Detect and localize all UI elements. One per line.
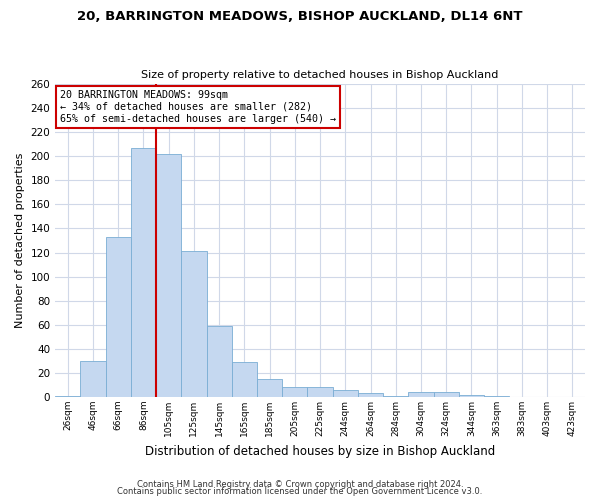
Bar xyxy=(332,390,358,397)
Bar xyxy=(383,396,409,397)
Bar xyxy=(434,392,459,397)
Text: Contains HM Land Registry data © Crown copyright and database right 2024.: Contains HM Land Registry data © Crown c… xyxy=(137,480,463,489)
Bar xyxy=(307,388,332,397)
Bar xyxy=(106,237,131,397)
Text: Contains public sector information licensed under the Open Government Licence v3: Contains public sector information licen… xyxy=(118,487,482,496)
X-axis label: Distribution of detached houses by size in Bishop Auckland: Distribution of detached houses by size … xyxy=(145,444,495,458)
Bar xyxy=(232,362,257,397)
Bar xyxy=(131,148,156,397)
Bar xyxy=(181,252,206,397)
Bar xyxy=(484,396,509,397)
Bar xyxy=(282,388,307,397)
Text: 20 BARRINGTON MEADOWS: 99sqm
← 34% of detached houses are smaller (282)
65% of s: 20 BARRINGTON MEADOWS: 99sqm ← 34% of de… xyxy=(61,90,337,124)
Bar xyxy=(409,392,434,397)
Bar xyxy=(80,361,106,397)
Y-axis label: Number of detached properties: Number of detached properties xyxy=(15,153,25,328)
Bar xyxy=(156,154,181,397)
Bar xyxy=(55,396,80,397)
Title: Size of property relative to detached houses in Bishop Auckland: Size of property relative to detached ho… xyxy=(142,70,499,81)
Bar xyxy=(206,326,232,397)
Bar xyxy=(459,394,484,397)
Text: 20, BARRINGTON MEADOWS, BISHOP AUCKLAND, DL14 6NT: 20, BARRINGTON MEADOWS, BISHOP AUCKLAND,… xyxy=(77,10,523,23)
Bar xyxy=(358,394,383,397)
Bar xyxy=(257,379,282,397)
